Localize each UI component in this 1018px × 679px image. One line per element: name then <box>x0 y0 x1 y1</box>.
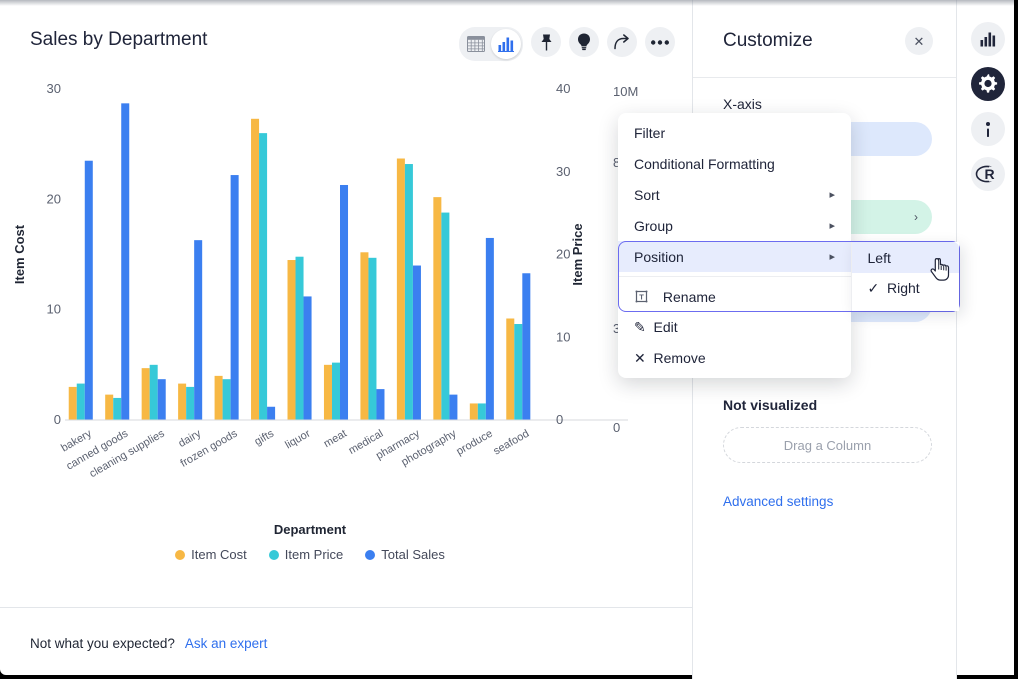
svg-text:R: R <box>984 166 994 182</box>
svg-text:Item Cost: Item Cost <box>12 224 27 284</box>
svg-text:40: 40 <box>556 81 570 96</box>
svg-text:gifts: gifts <box>253 427 277 448</box>
svg-text:T: T <box>639 292 644 301</box>
svg-text:10: 10 <box>556 329 570 344</box>
svg-text:Item Price: Item Price <box>570 223 585 285</box>
svg-text:30: 30 <box>556 164 570 179</box>
svg-text:0: 0 <box>54 412 61 427</box>
svg-text:30: 30 <box>47 81 61 96</box>
svg-text:0: 0 <box>556 412 563 427</box>
svg-text:liquor: liquor <box>283 427 313 451</box>
svg-text:meat: meat <box>322 428 349 451</box>
svg-text:10: 10 <box>47 302 61 317</box>
svg-text:20: 20 <box>47 191 61 206</box>
svg-text:seafood: seafood <box>491 428 531 458</box>
svg-text:20: 20 <box>556 247 570 262</box>
svg-text:produce: produce <box>454 428 494 458</box>
